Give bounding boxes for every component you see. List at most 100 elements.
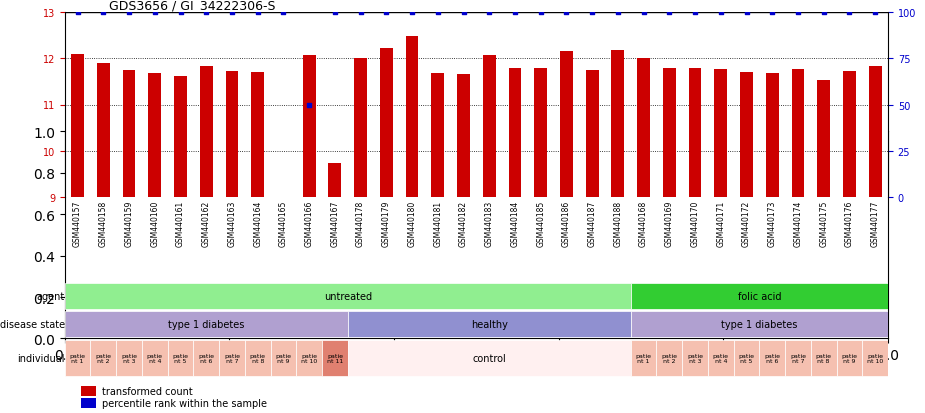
Text: patie
nt 8: patie nt 8	[250, 353, 265, 363]
Text: individual: individual	[18, 353, 65, 363]
Bar	[740, 73, 753, 197]
Text: GSM440171: GSM440171	[716, 200, 725, 246]
Point	[868, 9, 882, 16]
Text: GSM440186: GSM440186	[561, 200, 571, 246]
FancyBboxPatch shape	[167, 340, 193, 376]
Text: untreated: untreated	[324, 291, 372, 301]
Text: patie
nt 7: patie nt 7	[224, 353, 240, 363]
Text: patie
nt 10: patie nt 10	[867, 353, 883, 363]
Text: patie
nt 6: patie nt 6	[198, 353, 215, 363]
Point	[122, 9, 137, 16]
Text: GSM440169: GSM440169	[665, 200, 673, 246]
Text: patie
nt 1: patie nt 1	[69, 353, 86, 363]
FancyBboxPatch shape	[836, 340, 862, 376]
Point	[353, 9, 368, 16]
FancyBboxPatch shape	[348, 312, 631, 337]
Point	[404, 9, 419, 16]
Point	[534, 9, 549, 16]
Text: GSM440188: GSM440188	[613, 200, 623, 246]
Point	[791, 9, 806, 16]
Point	[96, 9, 111, 16]
Point	[610, 9, 625, 16]
Bar	[714, 70, 727, 197]
Text: percentile rank within the sample: percentile rank within the sample	[102, 399, 266, 408]
Text: GSM440181: GSM440181	[433, 200, 442, 246]
Text: patie
nt 2: patie nt 2	[95, 353, 111, 363]
Bar	[302, 55, 315, 197]
Text: patie
nt 4: patie nt 4	[713, 353, 729, 363]
Text: GSM440179: GSM440179	[382, 200, 391, 246]
Text: transformed count: transformed count	[102, 387, 192, 396]
Bar	[509, 69, 522, 197]
Bar	[586, 71, 598, 197]
Text: GSM440170: GSM440170	[691, 200, 699, 246]
Text: patie
nt 8: patie nt 8	[816, 353, 832, 363]
Text: patie
nt 1: patie nt 1	[635, 353, 651, 363]
Bar	[611, 51, 624, 197]
FancyBboxPatch shape	[683, 340, 708, 376]
FancyBboxPatch shape	[631, 340, 657, 376]
Point	[147, 9, 162, 16]
Text: GSM440174: GSM440174	[794, 200, 803, 246]
FancyBboxPatch shape	[708, 340, 734, 376]
Bar	[869, 66, 882, 197]
Bar	[688, 69, 701, 197]
Text: folic acid: folic acid	[737, 291, 781, 301]
Text: GSM440173: GSM440173	[768, 200, 777, 246]
Point	[70, 9, 85, 16]
Text: type 1 diabetes: type 1 diabetes	[722, 319, 797, 329]
Bar	[71, 55, 84, 197]
Bar	[81, 386, 96, 396]
Text: patie
nt 5: patie nt 5	[173, 353, 189, 363]
FancyBboxPatch shape	[348, 340, 631, 376]
Point	[430, 9, 445, 16]
Text: patie
nt 10: patie nt 10	[301, 353, 317, 363]
Text: patie
nt 3: patie nt 3	[687, 353, 703, 363]
Bar	[663, 68, 676, 197]
Text: GSM440177: GSM440177	[870, 200, 880, 246]
Point	[302, 102, 316, 109]
FancyBboxPatch shape	[631, 312, 888, 337]
FancyBboxPatch shape	[117, 340, 142, 376]
Point	[585, 9, 599, 16]
Bar	[431, 74, 444, 197]
Point	[687, 9, 702, 16]
Point	[842, 9, 857, 16]
Point	[225, 9, 240, 16]
Text: patie
nt 3: patie nt 3	[121, 353, 137, 363]
FancyBboxPatch shape	[65, 340, 91, 376]
Text: GSM440180: GSM440180	[408, 200, 416, 246]
Bar	[380, 49, 393, 197]
Bar	[81, 398, 96, 408]
Text: GSM440172: GSM440172	[742, 200, 751, 246]
FancyBboxPatch shape	[91, 340, 117, 376]
Text: healthy: healthy	[471, 319, 508, 329]
Point	[636, 9, 651, 16]
Text: GSM440160: GSM440160	[150, 200, 159, 246]
Point	[765, 9, 780, 16]
Text: GSM440167: GSM440167	[330, 200, 339, 246]
Point	[739, 9, 754, 16]
Point	[276, 9, 290, 16]
Text: GSM440158: GSM440158	[99, 200, 108, 246]
Text: GSM440176: GSM440176	[845, 200, 854, 246]
FancyBboxPatch shape	[193, 340, 219, 376]
Text: patie
nt 7: patie nt 7	[790, 353, 806, 363]
Text: GSM440162: GSM440162	[202, 200, 211, 246]
Bar	[277, 197, 290, 221]
Point	[559, 9, 574, 16]
Text: patie
nt 2: patie nt 2	[661, 353, 677, 363]
Text: GSM440164: GSM440164	[253, 200, 262, 246]
Point	[199, 9, 214, 16]
Text: type 1 diabetes: type 1 diabetes	[168, 319, 244, 329]
Bar	[226, 72, 239, 197]
FancyBboxPatch shape	[785, 340, 811, 376]
Text: GSM440166: GSM440166	[304, 200, 314, 246]
Text: disease state: disease state	[0, 319, 65, 329]
Point	[482, 9, 497, 16]
Text: GSM440184: GSM440184	[511, 200, 520, 246]
Text: GSM440161: GSM440161	[176, 200, 185, 246]
Text: GDS3656 / GI_34222306-S: GDS3656 / GI_34222306-S	[109, 0, 276, 12]
Bar	[560, 52, 573, 197]
FancyBboxPatch shape	[862, 340, 888, 376]
